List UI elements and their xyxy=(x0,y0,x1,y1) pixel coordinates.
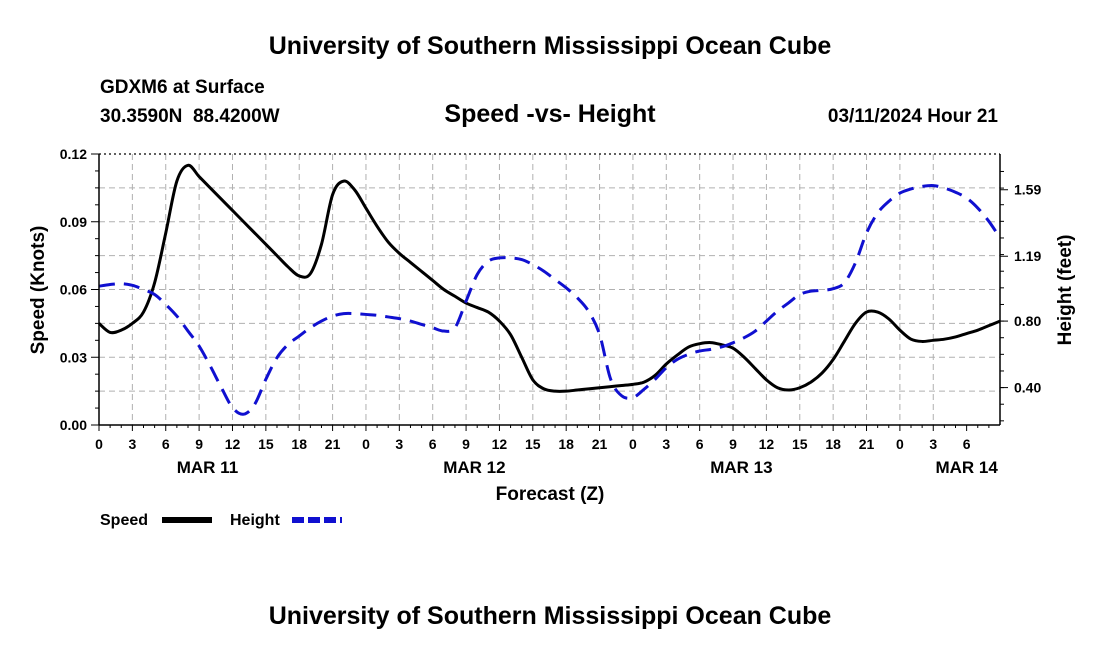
x-tick-label: 9 xyxy=(462,436,470,452)
date-label: MAR 13 xyxy=(710,458,772,477)
x-tick-label: 0 xyxy=(95,436,103,452)
x-tick-label: 15 xyxy=(792,436,808,452)
x-tick-label: 0 xyxy=(896,436,904,452)
x-tick-label: 12 xyxy=(492,436,508,452)
chart-legend: Speed Height xyxy=(100,512,342,529)
x-tick-label: 21 xyxy=(592,436,608,452)
series-layer xyxy=(98,163,1002,416)
series-line-speed xyxy=(98,163,1001,393)
x-tick-label: 9 xyxy=(729,436,737,452)
x-tick-label: 15 xyxy=(525,436,541,452)
y-tick-label: 0.12 xyxy=(60,146,87,162)
speed-height-chart: 0 3 6 9 12 15 18 21 0 3 6 9 12 15 18 21 0 3 6 9 12 15 18 21 0 3 6 0… xyxy=(28,146,1076,529)
coordinates-label: 30.3590N 88.4200W xyxy=(100,106,280,127)
x-tick-label: 3 xyxy=(662,436,670,452)
series-line-height xyxy=(98,184,1002,416)
x-tick-label: 12 xyxy=(759,436,775,452)
x-axis-label: Forecast (Z) xyxy=(496,484,605,505)
legend-label-speed: Speed xyxy=(100,512,148,529)
y-tick-label: 0.06 xyxy=(60,282,87,298)
x-tick-label: 18 xyxy=(825,436,841,452)
y2-axis-label: Height (feet) xyxy=(1055,235,1076,346)
y2-tick-label: 1.19 xyxy=(1014,248,1041,264)
x-tick-label: 0 xyxy=(362,436,370,452)
x-tick-label: 0 xyxy=(629,436,637,452)
x-tick-label: 3 xyxy=(395,436,403,452)
y-tick-label: 0.09 xyxy=(60,214,87,230)
x-tick-label: 3 xyxy=(128,436,136,452)
y2-tick-label: 0.80 xyxy=(1014,313,1041,329)
x-tick-label: 6 xyxy=(963,436,971,452)
chart-axes: 0 3 6 9 12 15 18 21 0 3 6 9 12 15 18 21 0 3 6 9 12 15 18 21 0 3 6 0… xyxy=(60,146,1042,477)
legend-label-height: Height xyxy=(230,512,280,529)
page-title: University of Southern Mississippi Ocean… xyxy=(268,32,832,60)
y2-tick-label: 0.40 xyxy=(1014,380,1041,396)
x-tick-label: 6 xyxy=(696,436,704,452)
x-tick-label: 15 xyxy=(258,436,274,452)
date-label: MAR 11 xyxy=(177,458,238,477)
x-tick-label: 6 xyxy=(429,436,437,452)
x-tick-label: 21 xyxy=(859,436,875,452)
x-tick-label: 18 xyxy=(558,436,574,452)
chart-grid xyxy=(99,154,1000,425)
y-tick-label: 0.03 xyxy=(60,349,87,365)
date-label: MAR 12 xyxy=(443,458,505,477)
x-tick-label: 3 xyxy=(929,436,937,452)
y-axis-label: Speed (Knots) xyxy=(28,226,49,355)
y2-tick-label: 1.59 xyxy=(1014,182,1041,198)
x-tick-label: 18 xyxy=(291,436,307,452)
date-label: MAR 14 xyxy=(935,458,998,477)
x-tick-label: 12 xyxy=(225,436,241,452)
x-tick-label: 9 xyxy=(195,436,203,452)
forecast-datetime: 03/11/2024 Hour 21 xyxy=(827,106,998,127)
y-tick-label: 0.00 xyxy=(60,417,87,433)
station-label: GDXM6 at Surface xyxy=(100,77,265,98)
x-tick-label: 6 xyxy=(162,436,170,452)
footer-title: University of Southern Mississippi Ocean… xyxy=(268,602,832,630)
chart-title: Speed -vs- Height xyxy=(444,100,656,128)
x-tick-label: 21 xyxy=(325,436,341,452)
